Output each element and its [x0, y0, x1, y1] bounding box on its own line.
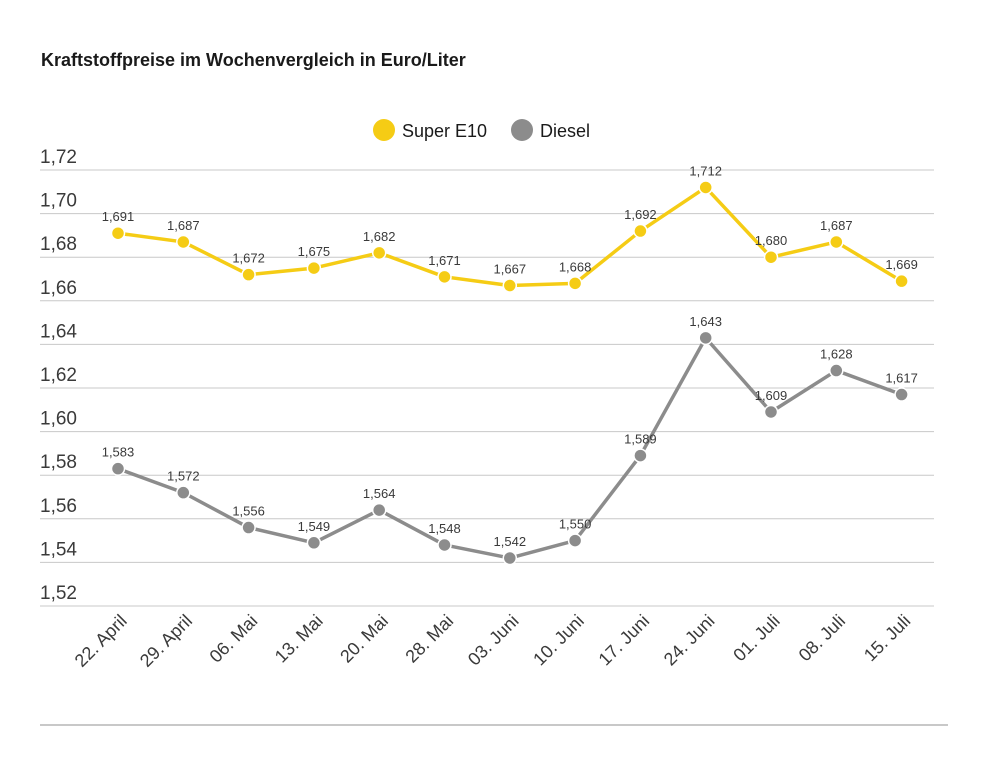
- data-point: [894, 273, 909, 289]
- x-axis-ticks: 22. April 29. April 06. Mai 13. Mai 20. Mai 2…: [71, 611, 915, 671]
- data-label: 1,687: [820, 218, 853, 233]
- data-point: [567, 276, 583, 291]
- data-point: [763, 249, 779, 265]
- data-label: 1,675: [298, 244, 331, 259]
- x-tick-label: 13. Mai: [271, 611, 327, 667]
- series: 1,691 1,687 1,672 1,675 1,682 1,671 1,667 1,668…: [102, 163, 918, 566]
- data-point: [502, 278, 518, 293]
- data-point: [437, 269, 452, 285]
- data-label: 1,687: [167, 218, 200, 233]
- legend-label: Diesel: [540, 121, 590, 141]
- data-label: 1,680: [755, 233, 788, 248]
- data-label: 1,548: [428, 521, 461, 536]
- data-label: 1,550: [559, 517, 592, 532]
- data-point: [829, 234, 844, 250]
- y-tick-label: 1,60: [40, 409, 77, 430]
- data-point: [306, 260, 322, 276]
- data-label: 1,668: [559, 259, 592, 274]
- chart-title: Kraftstoffpreise im Wochenvergleich in E…: [41, 50, 466, 70]
- data-point: [633, 223, 648, 239]
- data-point: [698, 180, 713, 195]
- data-label: 1,542: [494, 534, 527, 549]
- x-tick-label: 01. Juli: [729, 611, 783, 665]
- x-tick-label: 22. April: [71, 611, 131, 671]
- x-tick-label: 08. Juli: [795, 611, 849, 665]
- x-tick-label: 29. April: [136, 611, 196, 671]
- y-tick-label: 1,52: [40, 583, 77, 604]
- legend-marker: [511, 119, 533, 141]
- data-label: 1,691: [102, 209, 135, 224]
- data-label: 1,628: [820, 347, 853, 362]
- x-tick-label: 17. Juni: [595, 611, 654, 670]
- y-tick-label: 1,66: [40, 278, 77, 299]
- y-axis-ticks: 1,52 1,54 1,56 1,58 1,60 1,62 1,64 1,66 1,68 1,70…: [40, 147, 77, 604]
- x-tick-label: 03. Juni: [464, 611, 523, 670]
- x-tick-label: 28. Mai: [401, 611, 457, 667]
- data-label: 1,692: [624, 207, 657, 222]
- data-point: [371, 502, 387, 518]
- data-label: 1,556: [232, 504, 265, 519]
- y-tick-label: 1,58: [40, 452, 77, 473]
- data-label: 1,589: [624, 432, 657, 447]
- data-point: [698, 330, 713, 346]
- legend-marker: [373, 119, 395, 141]
- data-label: 1,667: [494, 262, 527, 277]
- data-label: 1,583: [102, 445, 135, 460]
- x-tick-label: 10. Juni: [529, 611, 588, 670]
- data-label: 1,682: [363, 229, 396, 244]
- x-tick-label: 06. Mai: [206, 611, 262, 667]
- y-tick-label: 1,72: [40, 147, 77, 168]
- data-point: [437, 537, 452, 553]
- data-point: [633, 448, 648, 463]
- y-tick-label: 1,68: [40, 234, 77, 255]
- data-label: 1,712: [689, 163, 722, 178]
- data-label: 1,643: [689, 314, 722, 329]
- footer-divider: [40, 724, 948, 726]
- data-point: [371, 245, 387, 261]
- data-point: [306, 535, 322, 551]
- data-label: 1,672: [232, 251, 265, 266]
- legend: Super E10 Diesel: [373, 119, 590, 141]
- data-point: [110, 225, 126, 241]
- data-point: [176, 485, 191, 500]
- y-tick-label: 1,70: [40, 191, 77, 212]
- series-super-e10: 1,691 1,687 1,672 1,675 1,682 1,671 1,667 1,668…: [102, 163, 918, 293]
- data-point: [502, 550, 518, 566]
- y-tick-label: 1,56: [40, 496, 77, 517]
- data-point: [176, 234, 191, 250]
- legend-label: Super E10: [402, 121, 487, 141]
- series-diesel: 1,583 1,572 1,556 1,549 1,564 1,548 1,542 1,550…: [102, 314, 918, 566]
- y-tick-label: 1,54: [40, 539, 77, 560]
- data-label: 1,617: [885, 371, 918, 386]
- data-point: [110, 461, 126, 476]
- data-point: [829, 363, 844, 378]
- data-point: [241, 267, 256, 282]
- data-point: [894, 387, 909, 402]
- x-tick-label: 20. Mai: [336, 611, 392, 667]
- data-point: [763, 404, 779, 420]
- x-tick-label: 24. Juni: [660, 611, 719, 670]
- y-tick-label: 1,64: [40, 321, 77, 342]
- gridlines: [40, 169, 934, 607]
- data-label: 1,671: [428, 253, 461, 268]
- data-label: 1,669: [885, 257, 918, 272]
- data-label: 1,549: [298, 519, 331, 534]
- data-label: 1,572: [167, 469, 200, 484]
- data-point: [241, 520, 256, 535]
- series-line: [117, 336, 903, 560]
- data-label: 1,609: [755, 388, 788, 403]
- data-point: [567, 533, 583, 548]
- data-label: 1,564: [363, 486, 396, 501]
- y-tick-label: 1,62: [40, 365, 77, 386]
- x-tick-label: 15. Juli: [860, 611, 914, 665]
